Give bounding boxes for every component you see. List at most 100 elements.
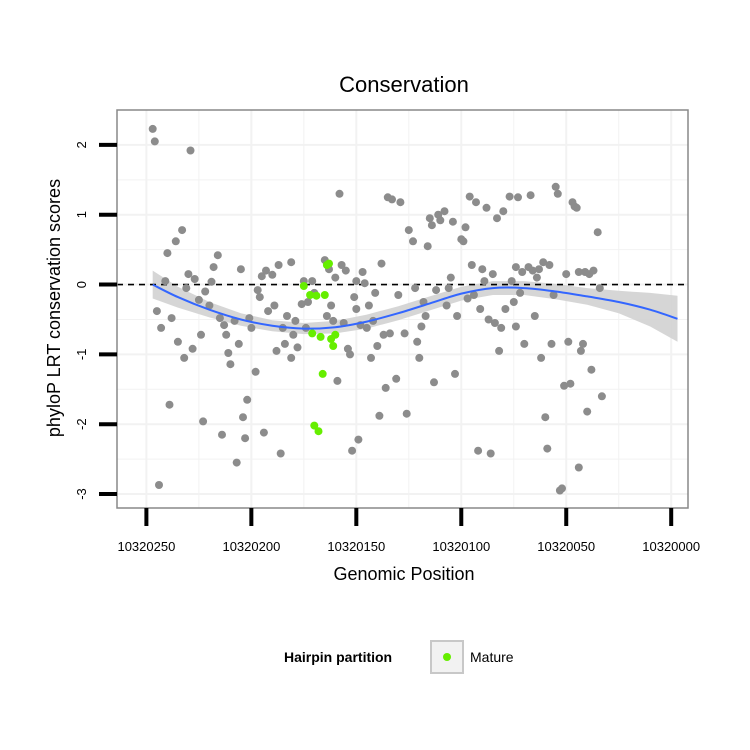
data-point — [532, 273, 541, 282]
data-point — [486, 449, 495, 458]
data-point — [163, 249, 172, 258]
data-point — [505, 192, 514, 201]
data-point-mature — [299, 282, 308, 290]
data-point — [553, 189, 562, 198]
data-point — [413, 337, 422, 346]
data-point-mature — [325, 259, 333, 268]
x-tick-label: 10320150 — [327, 539, 385, 554]
data-point — [239, 413, 247, 422]
data-point-mature — [320, 291, 329, 299]
data-point — [392, 374, 401, 383]
data-point — [379, 330, 388, 339]
legend-marker-mature — [443, 653, 451, 661]
data-point — [495, 346, 504, 355]
data-point — [560, 381, 569, 390]
y-tick-label: 2 — [74, 141, 89, 148]
data-point — [440, 207, 449, 216]
data-point — [150, 137, 159, 146]
data-point — [511, 322, 520, 331]
data-point — [467, 261, 476, 269]
data-point — [155, 481, 163, 489]
data-point — [375, 411, 384, 420]
legend: Hairpin partition Mature — [284, 640, 514, 674]
data-point — [291, 316, 300, 325]
data-point — [558, 484, 566, 493]
data-point — [474, 446, 483, 455]
y-tick-label: 0 — [74, 281, 89, 288]
data-point — [476, 305, 485, 313]
data-point — [276, 449, 285, 458]
data-point — [432, 286, 441, 295]
data-point — [576, 346, 585, 355]
data-point — [430, 378, 438, 387]
data-point — [188, 344, 197, 353]
data-point — [224, 349, 233, 357]
data-point — [501, 305, 510, 313]
data-point — [280, 339, 289, 348]
chart-title: Conservation — [339, 72, 469, 97]
data-point — [205, 301, 214, 310]
data-point — [518, 268, 527, 276]
data-point — [463, 294, 472, 303]
data-point — [262, 266, 270, 275]
data-point — [352, 277, 361, 286]
data-point — [253, 286, 262, 295]
data-point — [264, 307, 273, 316]
data-point — [297, 300, 306, 309]
data-point — [354, 435, 363, 444]
data-point — [490, 319, 499, 327]
data-point — [480, 277, 489, 286]
data-point — [543, 444, 552, 453]
legend-title: Hairpin partition — [284, 649, 392, 665]
data-point — [335, 189, 344, 198]
data-point — [182, 284, 191, 293]
data-point — [488, 270, 497, 279]
data-point — [232, 458, 241, 467]
panel-border — [116, 109, 689, 509]
data-point — [528, 266, 537, 275]
data-point — [444, 284, 453, 293]
data-point — [304, 298, 312, 306]
data-point — [448, 217, 457, 226]
data-point-mature — [308, 329, 317, 338]
y-tick-label: 1 — [74, 211, 89, 218]
data-point — [400, 329, 409, 338]
data-point — [226, 360, 235, 369]
data-point — [562, 270, 571, 279]
data-point — [241, 434, 250, 443]
data-point — [377, 259, 386, 268]
data-point — [180, 353, 189, 362]
data-point — [402, 409, 411, 418]
x-tick-label: 10320200 — [222, 539, 280, 554]
data-point — [213, 251, 222, 260]
data-point — [148, 124, 157, 133]
data-point — [201, 287, 210, 296]
data-point — [484, 315, 493, 324]
data-point — [327, 301, 336, 310]
data-point — [178, 226, 187, 235]
data-point — [364, 301, 373, 310]
data-point — [530, 312, 539, 320]
data-point — [367, 353, 375, 362]
data-point — [243, 395, 252, 404]
data-point — [526, 191, 535, 200]
data-point — [417, 322, 426, 331]
x-tick-label: 10320000 — [642, 539, 700, 554]
data-point — [199, 417, 208, 426]
data-point — [322, 312, 331, 320]
data-point-mature — [329, 342, 338, 350]
data-point — [459, 237, 468, 246]
loess-smooth-line — [152, 283, 678, 330]
data-point — [537, 353, 546, 362]
data-point — [551, 182, 560, 191]
x-tick-label: 10320100 — [432, 539, 490, 554]
data-point — [442, 301, 451, 310]
data-point — [574, 268, 583, 276]
y-tick-label: -3 — [74, 488, 89, 500]
data-point — [520, 339, 529, 348]
data-point — [152, 307, 161, 316]
data-point-mature — [318, 369, 327, 378]
data-point — [404, 226, 413, 235]
data-point — [394, 291, 403, 299]
